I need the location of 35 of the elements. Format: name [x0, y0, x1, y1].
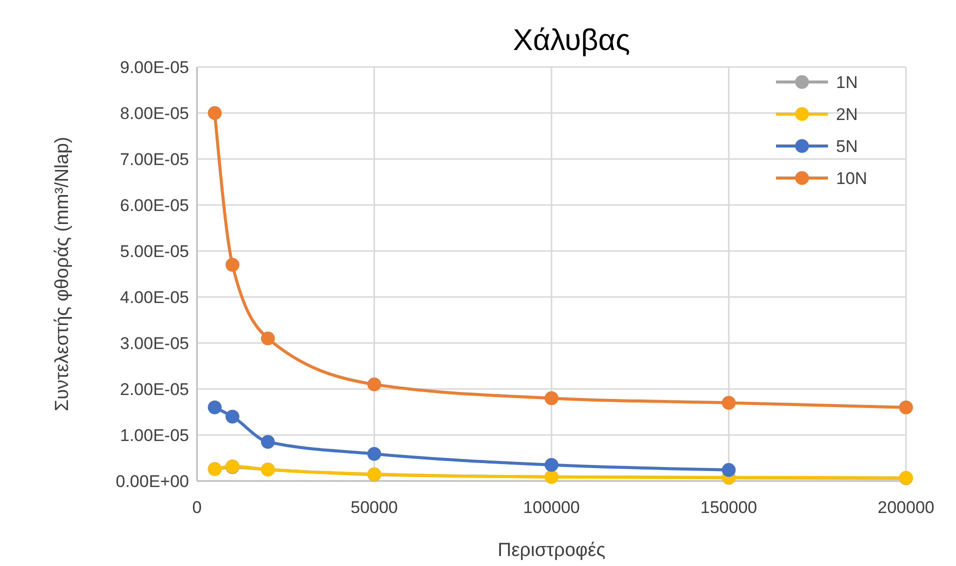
y-tick-label: 3.00E-05	[120, 334, 189, 353]
chart-title: Χάλυβας	[512, 24, 630, 57]
point	[260, 435, 275, 449]
legend-label: 5N	[836, 136, 858, 156]
y-tick-label: 0.00E+00	[116, 472, 189, 491]
point	[544, 458, 558, 472]
point	[899, 400, 913, 414]
point	[226, 258, 240, 272]
point	[226, 410, 240, 424]
point	[544, 391, 558, 406]
y-tick-label: 1.00E-05	[120, 426, 189, 445]
x-tick-label: 200000	[878, 498, 934, 517]
x-axis-title: Περιστροφές	[498, 540, 606, 561]
y-tick-label: 7.00E-05	[120, 150, 189, 169]
y-tick-label: 9.00E-05	[120, 58, 189, 77]
y-tick-label: 6.00E-05	[120, 196, 189, 215]
point	[722, 463, 736, 477]
x-tick-label: 150000	[700, 498, 758, 517]
point	[260, 332, 275, 346]
legend-label: 1N	[836, 72, 858, 92]
y-tick-label: 8.00E-05	[120, 104, 189, 123]
point	[367, 446, 382, 461]
y-tick-label: 2.00E-05	[120, 380, 189, 399]
x-tick-label: 100000	[523, 498, 580, 517]
point	[367, 378, 382, 392]
x-tick-label: 50000	[350, 498, 398, 517]
point	[208, 106, 222, 120]
point	[722, 396, 736, 410]
x-tick-label: 0	[192, 498, 202, 517]
y-tick-label: 4.00E-05	[120, 288, 189, 307]
legend-label: 10N	[836, 168, 868, 188]
y-axis-title: Συντελεστής φθοράς (mm³/Nlap)	[52, 136, 73, 412]
legend-label: 2N	[836, 104, 858, 124]
y-tick-label: 5.00E-05	[120, 242, 189, 261]
point	[208, 400, 222, 414]
